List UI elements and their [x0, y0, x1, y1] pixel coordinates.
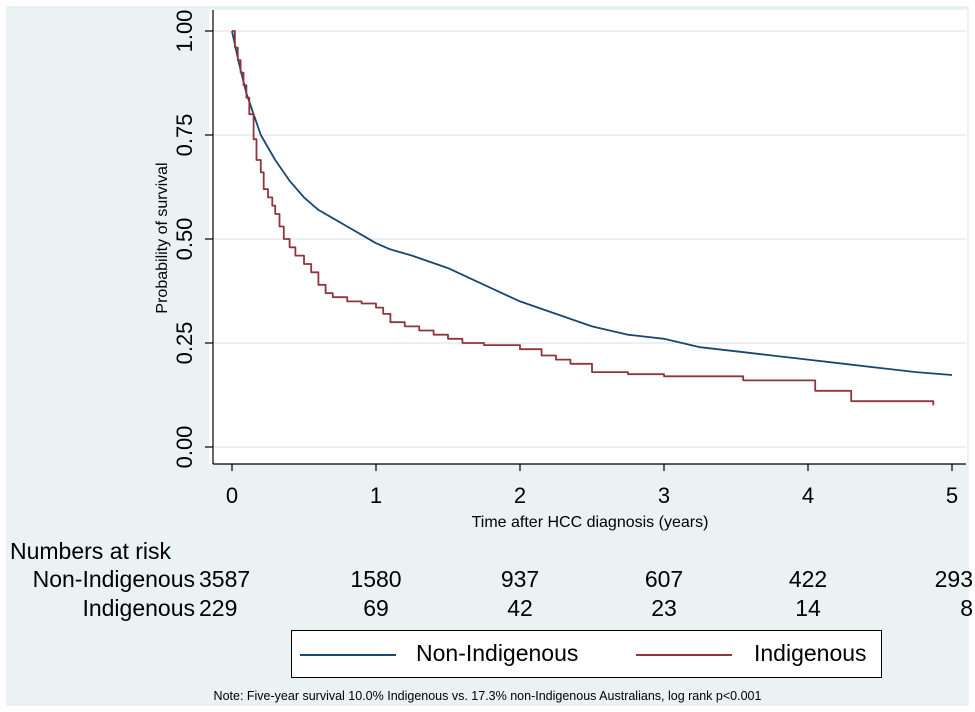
- gridlines: [213, 30, 966, 448]
- risk-row-label: Non-Indigenous: [32, 566, 195, 592]
- risk-table-title: Numbers at risk: [10, 538, 172, 564]
- series-line-non-indigenous: [231, 30, 953, 376]
- plot-region: [209, 10, 967, 464]
- x-tick-label: 4: [802, 483, 814, 508]
- risk-count: 607: [644, 566, 684, 592]
- risk-count: 14: [795, 595, 821, 621]
- risk-row-label: Indigenous: [82, 595, 195, 621]
- y-axis-label: Probability of survival: [154, 162, 171, 313]
- footnote: Note: Five-year survival 10.0% Indigenou…: [213, 689, 762, 703]
- risk-count: 3587: [199, 566, 251, 592]
- risk-count: 293: [934, 566, 973, 592]
- x-tick-label: 3: [658, 483, 670, 508]
- risk-count: 1580: [350, 566, 402, 592]
- x-tick-label: 0: [226, 483, 238, 508]
- x-tick-label: 2: [514, 483, 526, 508]
- series-line-indigenous: [232, 30, 935, 406]
- y-tick-label: 1.00: [172, 10, 197, 53]
- series-lines: [231, 30, 953, 406]
- risk-count: 69: [363, 595, 389, 621]
- y-tick-label: 0.75: [172, 114, 197, 157]
- risk-count: 937: [500, 566, 540, 592]
- risk-count: 42: [507, 595, 533, 621]
- legend-swatch-indigenous: [636, 654, 732, 656]
- risk-count: 23: [651, 595, 677, 621]
- axis-labels: Time after HCC diagnosis (years) Probabi…: [154, 162, 708, 531]
- legend-swatch-non-indigenous: [300, 654, 396, 656]
- legend-label-non-indigenous: Non-Indigenous: [416, 640, 579, 666]
- x-tick-label: 5: [946, 483, 958, 508]
- x-tick-label: 1: [370, 483, 382, 508]
- risk-count: 8: [960, 595, 973, 621]
- y-tick-label: 0.00: [172, 426, 197, 469]
- axes: 0.00 0.25 0.50 0.75 1.00 0 1 2 3 4 5: [172, 10, 966, 508]
- risk-count: 229: [199, 595, 238, 621]
- legend: Non-Indigenous Indigenous: [291, 630, 882, 678]
- y-tick-label: 0.25: [172, 322, 197, 365]
- legend-label-indigenous: Indigenous: [754, 640, 867, 666]
- y-tick-label: 0.50: [172, 218, 197, 261]
- risk-count: 422: [788, 566, 828, 592]
- x-axis-label: Time after HCC diagnosis (years): [472, 514, 709, 531]
